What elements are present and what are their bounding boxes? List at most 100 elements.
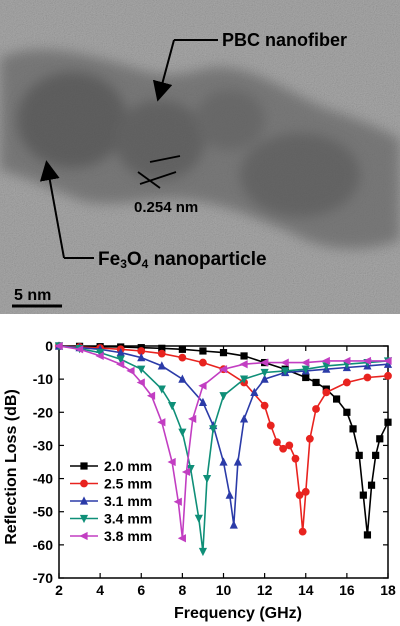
y-tick-label: -50 [33, 504, 53, 520]
legend-entry: 2.5 mm [70, 476, 152, 492]
data-point [260, 358, 269, 367]
lattice-mark-3 [139, 171, 177, 185]
data-point [202, 474, 212, 484]
tem-micrograph: PBC nanofiber 0.254 nm Fe3O4 nanoparticl… [0, 0, 400, 314]
data-point [250, 387, 259, 396]
data-point [74, 345, 84, 354]
data-point [137, 347, 146, 355]
x-tick-label: 18 [380, 582, 396, 598]
data-point [198, 547, 208, 557]
y-tick-label: -40 [33, 471, 53, 487]
series-1 [55, 342, 392, 536]
data-point [136, 378, 145, 387]
lattice-spacing-label: 0.254 nm [134, 199, 198, 216]
data-point [281, 367, 290, 376]
scale-bar-label: 5 nm [14, 287, 51, 304]
data-point [178, 345, 186, 353]
data-point [157, 361, 166, 370]
data-point [321, 356, 330, 366]
data-point [240, 352, 248, 360]
x-tick-label: 4 [96, 582, 104, 598]
data-point [167, 402, 177, 411]
data-point [116, 360, 125, 369]
data-point [79, 531, 88, 541]
data-point [209, 425, 218, 434]
legend-entry: 2.0 mm [70, 458, 152, 474]
data-point [96, 349, 105, 358]
data-point [301, 358, 310, 367]
data-point [355, 451, 363, 459]
data-point [178, 374, 187, 383]
tem-grain-overlay [0, 0, 400, 314]
data-point [137, 365, 146, 374]
data-point [229, 520, 238, 529]
x-tick-label: 2 [55, 582, 63, 598]
legend-label: 2.0 mm [104, 458, 152, 474]
legend-label: 3.4 mm [104, 511, 152, 527]
data-point [301, 487, 310, 496]
y-tick-label: -70 [33, 570, 53, 586]
data-point [273, 438, 281, 447]
y-tick-label: -10 [33, 371, 53, 387]
data-point [291, 454, 300, 463]
data-point [363, 531, 372, 539]
data-point [116, 355, 125, 364]
data-point [95, 351, 104, 361]
data-point [260, 401, 269, 410]
data-point [266, 421, 275, 430]
data-point [198, 397, 208, 406]
data-point [384, 371, 392, 380]
data-point [158, 344, 166, 352]
data-point [80, 479, 88, 488]
data-point [219, 457, 228, 466]
x-tick-label: 8 [178, 582, 186, 598]
series-line [58, 345, 389, 526]
data-point [233, 457, 242, 466]
x-tick-label: 16 [339, 582, 355, 598]
data-point [285, 441, 294, 450]
x-tick-label: 6 [137, 582, 145, 598]
y-tick-label: -60 [33, 537, 53, 553]
legend-entry: 3.8 mm [70, 528, 152, 544]
data-point [54, 341, 63, 351]
data-point [301, 365, 310, 374]
data-point [198, 381, 207, 390]
data-point [178, 428, 187, 437]
data-point [239, 375, 249, 384]
data-point [359, 491, 367, 499]
data-point [279, 444, 288, 453]
data-point [298, 527, 307, 536]
x-tick-label: 12 [257, 582, 273, 598]
data-point [219, 392, 228, 401]
data-point [383, 356, 392, 366]
legend-label: 2.5 mm [104, 476, 152, 492]
legend-label: 3.1 mm [104, 493, 152, 509]
data-point [363, 373, 372, 382]
data-point [199, 358, 207, 367]
series-3 [54, 342, 393, 557]
chart-series [54, 341, 393, 557]
data-point [178, 353, 187, 362]
particle-arrow [39, 160, 65, 259]
data-point [79, 514, 89, 524]
data-point [312, 405, 320, 413]
data-point [157, 418, 166, 427]
data-point [239, 360, 248, 369]
data-point [342, 356, 351, 366]
data-point [372, 451, 380, 459]
data-point [384, 418, 392, 426]
data-point [177, 534, 186, 543]
data-point [219, 349, 228, 357]
particle-label: Fe3O4 nanoparticle [98, 249, 267, 271]
y-tick-label: 0 [45, 338, 53, 354]
data-point [218, 365, 228, 374]
data-point [80, 462, 88, 470]
x-tick-label: 14 [298, 582, 314, 598]
data-point [322, 388, 331, 397]
data-point [260, 374, 269, 383]
series-line [58, 345, 388, 539]
data-point [302, 373, 310, 382]
data-point [280, 358, 289, 367]
data-point [225, 490, 234, 499]
lattice-mark-1 [137, 171, 161, 189]
